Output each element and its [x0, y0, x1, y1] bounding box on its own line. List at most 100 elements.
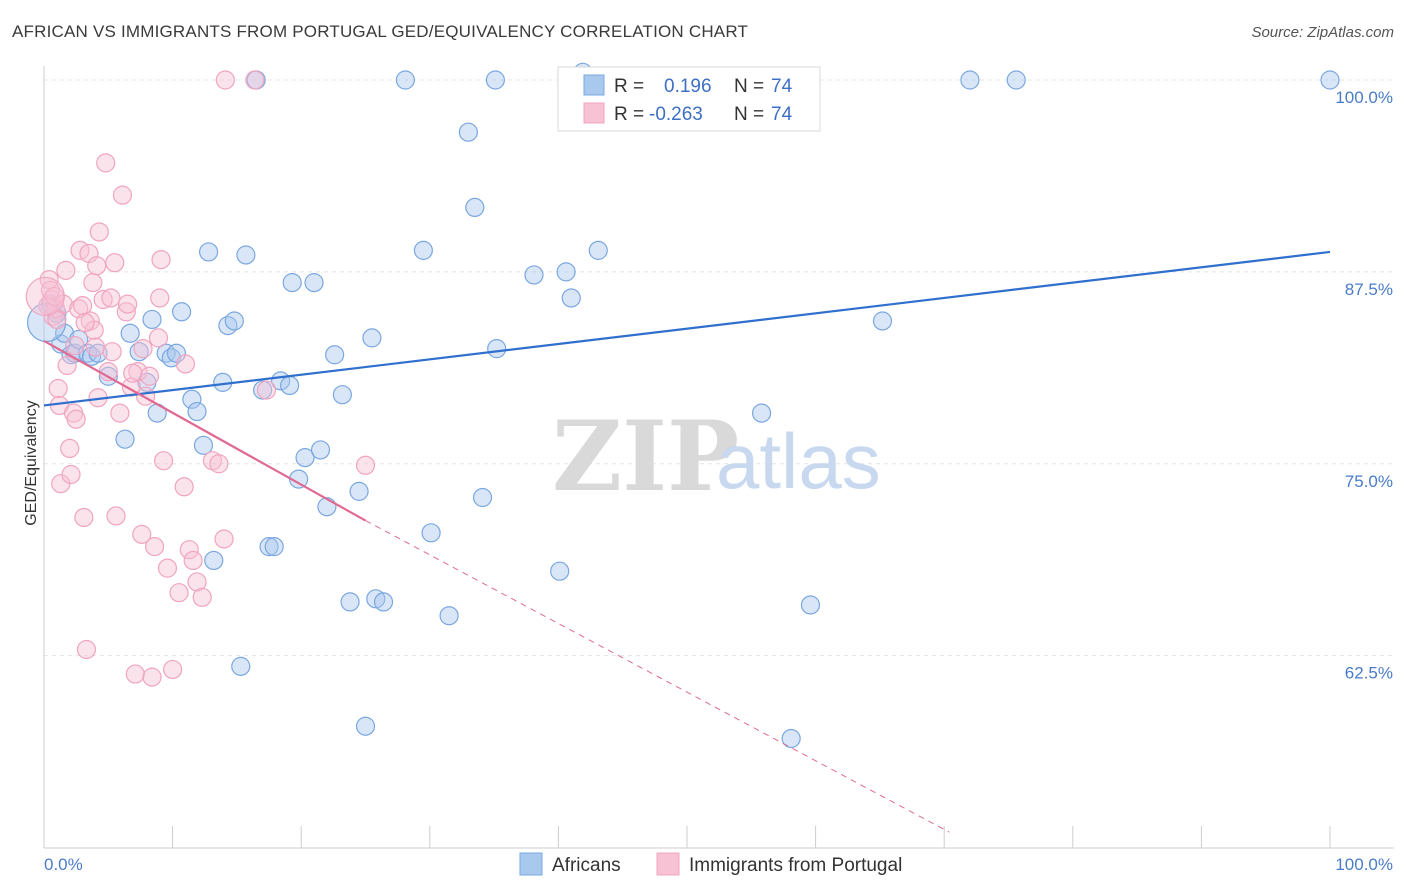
legend-swatch-africans: [583, 74, 605, 96]
point-portugal-73: [44, 286, 64, 307]
point-africans-25: [204, 550, 224, 571]
point-portugal-16: [72, 296, 93, 316]
source-credit: Source: ZipAtlas.com: [1251, 24, 1394, 41]
y-tick-labels: 100.0% 87.5% 75.0% 62.5%: [1335, 88, 1393, 683]
y-tick-label-0: 100.0%: [1335, 88, 1393, 107]
point-portugal-69: [85, 337, 106, 357]
point-africans-60: [524, 265, 544, 285]
point-africans-58: [485, 70, 505, 90]
point-africans-70: [960, 70, 980, 90]
point-africans-15: [142, 309, 162, 330]
legend-r-label-1: R =: [614, 76, 644, 97]
point-africans-22: [187, 401, 207, 422]
grid: [44, 79, 1394, 657]
watermark-atlas: atlas: [716, 417, 881, 505]
point-africans-30: [236, 245, 256, 265]
point-portugal-59: [214, 529, 234, 549]
point-portugal-50: [169, 583, 189, 603]
data-points: [25, 62, 1340, 749]
point-portugal-44: [148, 328, 169, 348]
point-africans-23: [193, 435, 214, 455]
legend-r-label-2: R =: [614, 104, 644, 125]
y-tick-label-2: 75.0%: [1345, 472, 1393, 491]
point-africans-53: [421, 523, 441, 543]
point-portugal-25: [89, 222, 109, 242]
point-africans-50: [373, 592, 394, 612]
point-portugal-32: [110, 403, 130, 423]
point-portugal-17: [74, 507, 94, 528]
point-africans-24: [199, 242, 219, 262]
point-africans-45: [340, 592, 360, 612]
point-portugal-61: [245, 70, 265, 90]
point-portugal-49: [163, 659, 183, 680]
trend-extension-portugal: [365, 520, 950, 833]
point-portugal-66: [47, 309, 67, 330]
point-portugal-23: [87, 256, 107, 276]
point-portugal-54: [183, 550, 203, 571]
point-africans-12: [120, 323, 140, 343]
legend-swatch-portugal: [583, 102, 605, 124]
series-label-portugal: Immigrants from Portugal: [689, 855, 902, 876]
point-portugal-33: [112, 185, 133, 205]
x-tick-label-0: 0.0%: [44, 855, 83, 874]
point-africans-37: [282, 273, 302, 293]
point-portugal-47: [153, 451, 174, 471]
watermark: ZIP atlas: [552, 400, 881, 513]
point-portugal-48: [157, 558, 178, 578]
point-portugal-41: [139, 366, 160, 386]
point-portugal-62: [256, 380, 277, 400]
point-portugal-55: [187, 572, 207, 592]
point-portugal-68: [75, 312, 95, 333]
point-africans-55: [458, 122, 478, 142]
point-portugal-34: [116, 302, 136, 322]
point-portugal-58: [209, 454, 229, 474]
point-portugal-46: [151, 249, 171, 270]
x-tick-label-1: 100.0%: [1335, 855, 1393, 874]
point-portugal-19: [79, 243, 99, 264]
point-portugal-18: [76, 639, 97, 660]
point-africans-56: [465, 197, 485, 218]
point-portugal-31: [106, 506, 126, 526]
point-africans-71: [1006, 70, 1026, 90]
y-tick-label-3: 62.5%: [1345, 664, 1393, 683]
point-portugal-4: [48, 378, 68, 399]
point-africans-48: [362, 328, 382, 348]
point-africans-29: [231, 656, 251, 676]
x-tick-labels: 0.0% 100.0%: [44, 855, 1393, 874]
point-africans-66: [751, 403, 772, 423]
point-africans-34: [264, 537, 284, 557]
legend-n-value-2: 74: [771, 104, 793, 125]
legend-r-value-2: -0.263: [649, 104, 703, 125]
point-portugal-51: [174, 477, 194, 497]
point-africans-61: [550, 561, 570, 581]
point-portugal-26: [93, 289, 113, 310]
point-portugal-37: [125, 664, 145, 684]
y-axis-label: GED/Equivalency: [23, 400, 40, 525]
point-portugal-60: [215, 70, 235, 90]
point-africans-47: [355, 716, 376, 736]
point-africans-67: [781, 728, 801, 749]
point-africans-63: [561, 288, 581, 308]
point-portugal-10: [60, 438, 80, 458]
trend-lines: [43, 250, 1331, 833]
point-africans-46: [349, 481, 369, 501]
point-portugal-53: [179, 540, 199, 560]
series-swatch-africans: [519, 852, 543, 876]
point-portugal-43: [144, 537, 165, 557]
point-africans-39: [295, 448, 315, 468]
point-portugal-45: [150, 288, 170, 308]
point-africans-72: [1320, 70, 1340, 90]
legend-n-label-1: N =: [734, 76, 764, 97]
series-label-africans: Africans: [552, 855, 621, 876]
legend-n-label-2: N =: [734, 104, 764, 125]
point-africans-21: [182, 389, 202, 409]
point-portugal-13: [66, 409, 86, 429]
point-africans-59: [487, 339, 507, 359]
point-portugal-9: [57, 355, 77, 376]
point-africans-52: [413, 240, 433, 260]
point-africans-42: [317, 497, 337, 517]
point-portugal-56: [192, 587, 212, 607]
point-portugal-70: [102, 342, 122, 362]
point-africans-51: [395, 70, 415, 90]
point-portugal-35: [117, 294, 138, 314]
